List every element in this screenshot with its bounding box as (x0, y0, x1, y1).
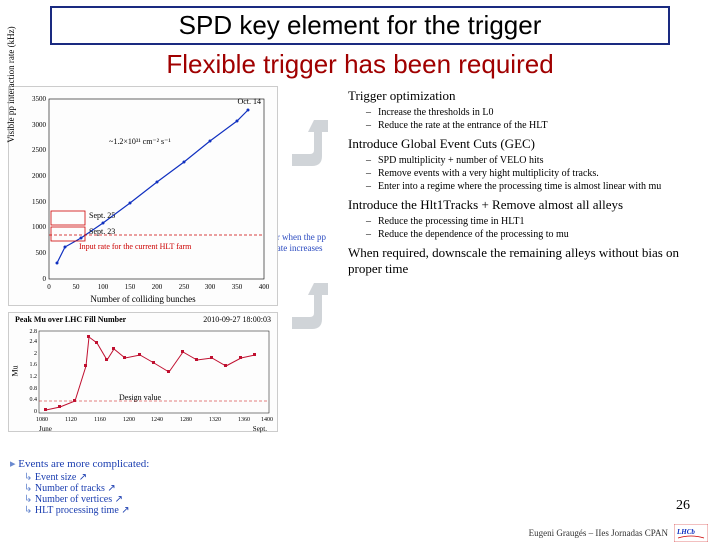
svg-text:1200: 1200 (123, 417, 135, 423)
arrow-up-1 (286, 116, 330, 170)
svg-text:1400: 1400 (261, 417, 273, 423)
section3-list: Reduce the processing time in HLT1 Reduc… (348, 215, 712, 241)
svg-text:1320: 1320 (209, 417, 221, 423)
s2-item: SPD multiplicity + number of VELO hits (366, 154, 712, 167)
svg-text:0.8: 0.8 (30, 386, 38, 392)
svg-text:200: 200 (152, 283, 163, 291)
section2-head: Introduce Global Event Cuts (GEC) (348, 136, 712, 152)
s3-item: Reduce the processing time in HLT1 (366, 215, 712, 228)
page-number: 26 (676, 498, 690, 514)
chart1-xlabel: Number of colliding bunches (90, 294, 195, 304)
page-title: SPD key element for the trigger (62, 10, 658, 41)
chart1-ylabel: Visible pp interaction rate (kHz) (6, 26, 16, 142)
subtitle: Flexible trigger has been required (0, 49, 720, 80)
s2-item: Enter into a regime where the processing… (366, 180, 712, 193)
chart-peak-mu: 0 0.4 0.8 1.2 1.6 2 2.4 2.8 1080 1120 1160 1200… (8, 312, 278, 432)
footer: Eugeni Graugés – IIes Jornadas CPAN LHCb (529, 524, 708, 542)
lhcb-logo-icon: LHCb (674, 524, 708, 542)
arrow-column: ▸Cut harder when the pp interaction rate… (278, 86, 338, 432)
svg-text:500: 500 (36, 249, 47, 257)
chart-interaction-rate: 0 500 1000 1500 2000 2500 3000 3500 0 50 100 15… (8, 86, 278, 306)
svg-text:2.4: 2.4 (30, 339, 38, 345)
svg-text:300: 300 (205, 283, 216, 291)
svg-text:250: 250 (179, 283, 190, 291)
chart1-annot-sep25: Sept. 25 (89, 211, 115, 220)
title-box: SPD key element for the trigger (50, 6, 670, 45)
svg-text:0: 0 (43, 275, 47, 283)
chart1-annot-oct14: Oct. 14 (237, 97, 261, 106)
chart1-annot-sep23: Sept. 23 (89, 227, 115, 236)
arrow-up-2 (286, 279, 330, 333)
events-item: Number of vertices ↗ (24, 494, 149, 505)
section2-list: SPD multiplicity + number of VELO hits R… (348, 154, 712, 193)
svg-text:3500: 3500 (32, 95, 47, 103)
svg-text:LHCb: LHCb (676, 528, 695, 536)
s1-item: Increase the thresholds in L0 (366, 106, 712, 119)
svg-text:0.4: 0.4 (30, 397, 38, 403)
chart2-date: 2010-09-27 18:00:03 (203, 315, 271, 324)
svg-text:1000: 1000 (32, 223, 47, 231)
section1-head: Trigger optimization (348, 88, 712, 104)
chart2-xlabel-right: Sept. (253, 425, 267, 433)
svg-text:350: 350 (232, 283, 243, 291)
svg-text:1280: 1280 (180, 417, 192, 423)
svg-text:3000: 3000 (32, 121, 47, 129)
s3-item: Reduce the dependence of the processing … (366, 228, 712, 241)
svg-text:2: 2 (34, 351, 37, 357)
events-item: Event size ↗ (24, 472, 149, 483)
svg-text:2000: 2000 (32, 172, 47, 180)
right-column: Trigger optimization Increase the thresh… (338, 86, 712, 432)
svg-text:1500: 1500 (32, 198, 47, 206)
chart2-xlabel-left: June (39, 425, 52, 433)
svg-text:100: 100 (98, 283, 109, 291)
svg-text:0: 0 (47, 283, 51, 291)
svg-text:150: 150 (125, 283, 136, 291)
svg-text:1120: 1120 (65, 417, 77, 423)
content-row: 05001000 150020002500 30003500 050100 15… (0, 86, 720, 432)
svg-text:50: 50 (73, 283, 81, 291)
chart1-annot-input: Input rate for the current HLT farm (79, 242, 191, 251)
svg-text:1240: 1240 (151, 417, 163, 423)
events-item: Number of tracks ↗ (24, 483, 149, 494)
chart2-title: Peak Mu over LHC Fill Number (15, 315, 126, 324)
s2-item: Remove events with a very hight multipli… (366, 167, 712, 180)
svg-text:1160: 1160 (94, 417, 106, 423)
events-item: HLT processing time ↗ (24, 505, 149, 516)
svg-text:1360: 1360 (238, 417, 250, 423)
chart1-annot-lumi: ~1.2×10³¹ cm⁻² s⁻¹ (109, 137, 171, 146)
events-head: Events are more complicated: (18, 458, 149, 470)
section4-head: When required, downscale the remaining a… (348, 245, 712, 277)
svg-text:2.8: 2.8 (30, 329, 38, 335)
svg-text:0: 0 (34, 409, 37, 415)
svg-text:2500: 2500 (32, 146, 47, 154)
left-column: 05001000 150020002500 30003500 050100 15… (8, 86, 278, 432)
svg-text:1.2: 1.2 (30, 374, 38, 380)
s1-item: Reduce the rate at the entrance of the H… (366, 119, 712, 132)
section1-list: Increase the thresholds in L0 Reduce the… (348, 106, 712, 132)
svg-text:1.6: 1.6 (30, 362, 38, 368)
events-list: Event size ↗ Number of tracks ↗ Number o… (10, 472, 149, 516)
chart2-design-label: Design value (119, 393, 161, 402)
svg-text:400: 400 (259, 283, 270, 291)
chart2-svg: 0 0.4 0.8 1.2 1.6 2 2.4 2.8 1080 1120 1160 1200… (9, 313, 279, 433)
svg-text:1080: 1080 (36, 417, 48, 423)
chart2-ylabel: Mu (11, 365, 20, 376)
chart1-svg: 0 500 1000 1500 2000 2500 3000 3500 0 50 100 15… (9, 87, 279, 307)
footer-text: Eugeni Graugés – IIes Jornadas CPAN (529, 528, 668, 538)
section3-head: Introduce the Hlt1Tracks + Remove almost… (348, 197, 712, 213)
events-box: ▸ Events are more complicated: Event siz… (10, 457, 149, 516)
